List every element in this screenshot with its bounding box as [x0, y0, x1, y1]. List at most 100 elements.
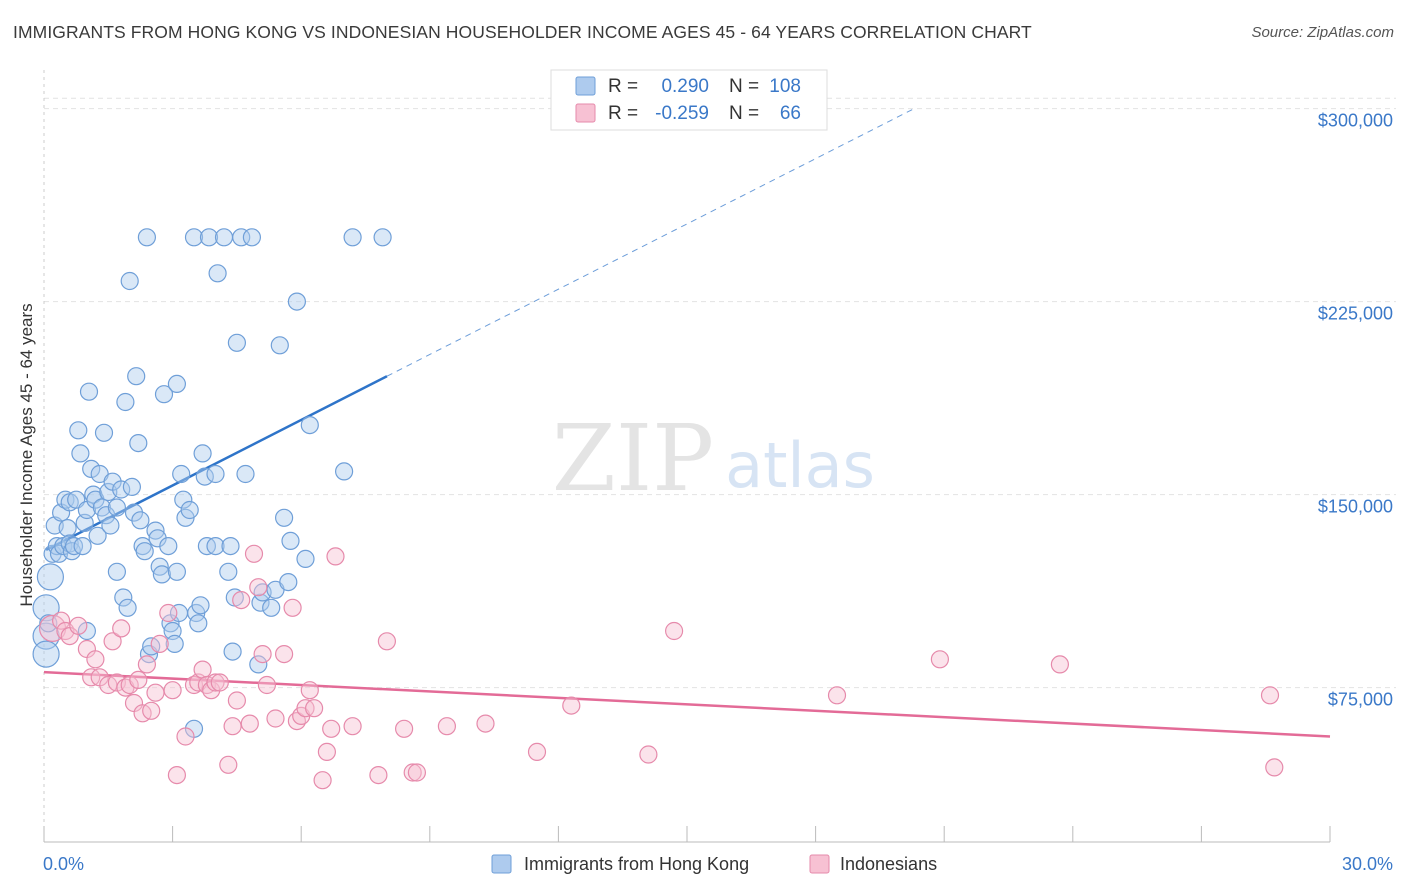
point-hong-kong — [343, 228, 362, 247]
series-legend: Immigrants from Hong Kong Indonesians — [491, 854, 937, 874]
point-indonesians — [249, 578, 268, 597]
data-points — [32, 228, 1284, 790]
trend-line-hong-kong-extrapolated — [386, 108, 915, 377]
point-indonesians — [103, 632, 122, 651]
point-indonesians — [253, 644, 272, 664]
watermark-atlas: atlas — [725, 429, 875, 502]
legend-swatch-blue — [575, 76, 596, 96]
x-tick-label-min: 0.0% — [43, 854, 84, 874]
point-hong-kong — [129, 434, 148, 453]
point-hong-kong — [120, 271, 139, 291]
point-hong-kong — [195, 467, 214, 486]
point-indonesians — [150, 634, 169, 654]
point-indonesians — [326, 547, 345, 566]
point-indonesians — [377, 632, 396, 651]
legend-r-value-pink: -0.259 — [655, 103, 709, 124]
point-indonesians — [1260, 686, 1280, 705]
point-hong-kong — [159, 536, 178, 556]
point-hong-kong — [189, 614, 208, 633]
point-hong-kong — [167, 374, 186, 393]
y-tick-label: $75,000 — [1328, 690, 1393, 710]
point-hong-kong — [335, 462, 354, 481]
point-indonesians — [137, 655, 156, 674]
point-hong-kong — [208, 264, 227, 283]
correlation-legend: R = 0.290 N = 108 R = -0.259 N = 66 — [550, 69, 828, 131]
point-hong-kong — [116, 392, 135, 412]
point-hong-kong — [193, 444, 212, 463]
point-hong-kong — [174, 490, 193, 509]
point-hong-kong — [79, 382, 99, 401]
point-indonesians — [313, 771, 332, 790]
point-hong-kong — [184, 228, 204, 247]
point-indonesians — [240, 714, 259, 733]
legend-box — [550, 69, 828, 131]
point-indonesians — [283, 598, 302, 617]
point-hong-kong — [135, 542, 154, 561]
point-indonesians — [827, 686, 847, 705]
tick-labels: $75,000 $150,000 $225,000 $300,000 0.0% 30.0% — [43, 111, 1393, 874]
point-indonesians — [300, 681, 319, 700]
point-indonesians — [69, 616, 88, 635]
point-hong-kong — [114, 588, 133, 607]
point-hong-kong — [165, 634, 184, 654]
point-indonesians — [317, 742, 336, 762]
point-hong-kong — [262, 598, 281, 617]
point-hong-kong — [154, 385, 174, 404]
point-hong-kong — [112, 480, 131, 499]
point-hong-kong — [227, 333, 246, 352]
point-indonesians — [193, 660, 212, 679]
point-hong-kong — [82, 459, 101, 478]
point-indonesians — [112, 619, 131, 638]
point-hong-kong — [101, 516, 120, 535]
point-indonesians — [407, 763, 426, 782]
point-indonesians — [210, 673, 229, 692]
point-indonesians — [527, 742, 547, 762]
legend-n-label-blue: N = — [729, 76, 759, 97]
point-hong-kong — [32, 594, 60, 622]
legend-n-label-pink: N = — [729, 103, 759, 124]
legend-swatch-pink — [575, 103, 596, 123]
point-hong-kong — [107, 562, 127, 581]
point-hong-kong — [249, 655, 268, 674]
point-indonesians — [146, 683, 165, 702]
point-hong-kong — [122, 477, 141, 496]
point-hong-kong — [180, 500, 199, 520]
point-hong-kong — [206, 536, 225, 556]
point-hong-kong — [214, 228, 234, 247]
point-indonesians — [176, 727, 195, 746]
point-indonesians — [129, 670, 148, 690]
point-indonesians — [562, 696, 581, 715]
point-hong-kong — [172, 464, 191, 484]
watermark-zip: ZIP — [552, 405, 714, 512]
point-indonesians — [142, 701, 161, 720]
point-hong-kong — [373, 228, 392, 247]
series-legend-swatch-indonesians — [809, 854, 830, 874]
point-indonesians — [120, 675, 139, 695]
point-hong-kong — [270, 336, 289, 355]
point-hong-kong — [199, 228, 219, 247]
legend-n-value-blue: 108 — [769, 76, 801, 97]
point-hong-kong — [58, 518, 77, 538]
point-indonesians — [322, 719, 341, 738]
point-hong-kong — [287, 292, 306, 311]
point-indonesians — [227, 691, 246, 710]
y-tick-label: $225,000 — [1318, 304, 1393, 324]
point-hong-kong — [71, 444, 90, 463]
point-indonesians — [163, 681, 182, 700]
point-hong-kong — [242, 228, 261, 247]
point-hong-kong — [191, 596, 210, 615]
point-hong-kong — [88, 526, 107, 545]
point-hong-kong — [219, 562, 238, 581]
series-legend-swatch-hong-kong — [491, 854, 512, 874]
point-indonesians — [639, 745, 658, 764]
point-indonesians — [343, 717, 362, 736]
point-indonesians — [305, 699, 324, 718]
axes — [43, 70, 1331, 843]
point-hong-kong — [69, 421, 88, 440]
point-hong-kong — [223, 642, 242, 661]
point-indonesians — [1050, 655, 1070, 674]
point-indonesians — [86, 650, 105, 669]
legend-r-label-blue: R = — [608, 76, 638, 97]
point-hong-kong — [281, 531, 300, 551]
